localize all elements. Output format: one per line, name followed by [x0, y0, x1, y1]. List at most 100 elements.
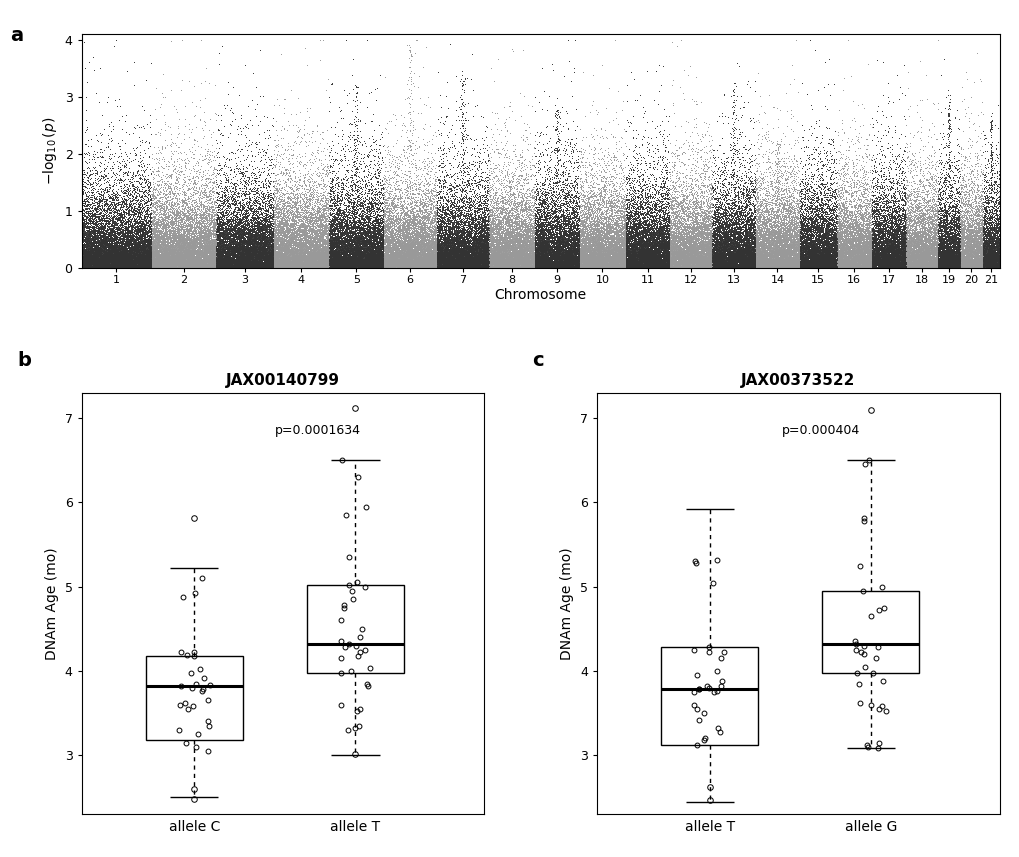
Point — [944, 231, 960, 245]
Point — [726, 245, 742, 259]
Point — [946, 244, 962, 258]
Point — [879, 259, 896, 273]
Point — [182, 210, 199, 224]
Point — [249, 226, 265, 240]
Point — [484, 162, 500, 176]
Point — [393, 253, 410, 267]
Point — [122, 234, 139, 248]
Point — [155, 259, 171, 273]
Point — [874, 242, 891, 255]
Point — [642, 219, 658, 232]
Point — [590, 249, 606, 263]
Point — [733, 254, 749, 267]
Point — [345, 253, 362, 267]
Point — [281, 244, 298, 258]
Point — [909, 230, 925, 243]
Point — [360, 246, 376, 260]
Point — [155, 253, 171, 267]
Point — [379, 253, 395, 267]
Point — [813, 251, 829, 265]
Point — [315, 233, 331, 247]
Point — [619, 254, 635, 267]
Point — [640, 256, 656, 270]
Point — [243, 230, 259, 243]
Point — [841, 242, 857, 255]
Point — [374, 254, 390, 267]
Point — [219, 214, 235, 228]
Point — [917, 254, 933, 267]
Point — [901, 247, 917, 261]
Point — [596, 259, 612, 273]
Point — [399, 230, 416, 243]
Point — [936, 255, 953, 269]
Point — [460, 256, 476, 270]
Point — [304, 258, 320, 272]
Point — [665, 183, 682, 196]
Point — [110, 223, 126, 237]
Point — [899, 247, 915, 261]
Point — [248, 244, 264, 258]
Point — [245, 255, 261, 269]
Point — [520, 219, 536, 233]
Point — [821, 239, 838, 253]
Point — [223, 258, 239, 272]
Point — [875, 258, 892, 272]
Point — [99, 254, 115, 267]
Point — [700, 258, 716, 272]
Point — [919, 229, 935, 243]
Point — [583, 251, 599, 265]
Point — [541, 153, 557, 166]
Point — [495, 256, 512, 270]
Point — [278, 243, 294, 257]
Point — [774, 202, 791, 216]
Point — [515, 255, 531, 268]
Point — [198, 242, 214, 255]
Point — [832, 258, 848, 272]
Point — [581, 248, 597, 261]
Point — [259, 253, 275, 267]
Point — [818, 240, 835, 254]
Point — [126, 232, 143, 246]
Point — [317, 254, 333, 267]
Point — [348, 261, 365, 275]
Point — [671, 217, 687, 231]
Point — [889, 243, 905, 257]
Point — [358, 252, 374, 266]
Point — [718, 245, 735, 259]
Point — [480, 221, 496, 235]
Point — [703, 232, 719, 246]
Point — [946, 219, 962, 232]
Point — [87, 219, 103, 232]
Point — [179, 239, 196, 253]
Point — [895, 250, 911, 264]
Point — [575, 233, 591, 247]
Point — [414, 214, 430, 228]
Point — [75, 254, 92, 267]
Point — [561, 210, 578, 224]
Point — [221, 252, 237, 266]
Point — [528, 191, 544, 205]
Point — [770, 257, 787, 271]
Point — [334, 257, 351, 271]
Point — [643, 187, 659, 201]
Point — [757, 243, 773, 256]
Point — [128, 261, 145, 275]
Point — [775, 249, 792, 262]
Point — [674, 251, 690, 265]
Point — [261, 253, 277, 267]
Point — [729, 231, 745, 245]
Point — [186, 195, 203, 208]
Point — [160, 245, 176, 259]
Point — [674, 182, 690, 195]
Point — [783, 248, 799, 261]
Point — [277, 224, 293, 237]
Point — [726, 234, 742, 248]
Point — [817, 244, 834, 258]
Point — [499, 255, 516, 268]
Point — [272, 261, 288, 275]
Point — [882, 233, 899, 247]
Point — [723, 241, 740, 255]
Point — [949, 256, 965, 270]
Point — [323, 237, 339, 250]
Point — [807, 226, 823, 240]
